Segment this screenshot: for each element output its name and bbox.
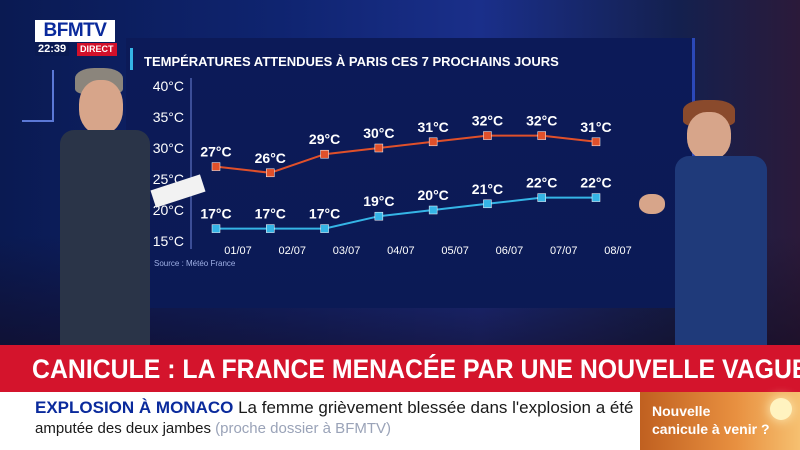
presenter-left-head	[79, 80, 123, 134]
ticker-line-1: EXPLOSION À MONACO La femme grièvement b…	[35, 398, 634, 418]
presenter-left	[55, 68, 165, 348]
min-temp-label: 22°C	[526, 175, 557, 191]
max-temp-point	[428, 137, 438, 147]
min-temp-label: 20°C	[418, 187, 449, 203]
x-tick-label: 01/07	[224, 245, 252, 257]
x-tick-label: 07/07	[550, 245, 578, 257]
max-temp-label: 31°C	[580, 119, 611, 135]
broadcast-time: 22:39	[35, 43, 70, 56]
x-tick-label: 03/07	[333, 245, 361, 257]
y-tick-label: 15°C	[153, 233, 184, 249]
max-temp-point	[591, 137, 601, 147]
channel-name: BFMTV	[35, 20, 115, 42]
weather-screen: TEMPÉRATURES ATTENDUES À PARIS CES 7 PRO…	[126, 38, 695, 308]
ticker-text-2: amputée des deux jambes	[35, 420, 211, 437]
studio-frame-decoration	[22, 70, 54, 122]
temperature-chart: TEMPÉRATURES ATTENDUES À PARIS CES 7 PRO…	[130, 48, 632, 268]
sun-icon	[770, 398, 792, 420]
max-temp-label: 32°C	[526, 113, 557, 129]
min-temp-point	[537, 193, 546, 202]
min-temp-label: 17°C	[200, 206, 231, 222]
ticker-note: (proche dossier à BFMTV)	[215, 420, 392, 437]
headline-banner: CANICULE : LA FRANCE MENACÉE PAR UNE NOU…	[0, 345, 800, 392]
min-temp-label: 17°C	[255, 206, 286, 222]
max-temp-point	[320, 149, 329, 159]
x-tick-label: 08/07	[604, 245, 632, 257]
max-temp-line	[215, 134, 597, 174]
x-tick-label: 04/07	[387, 245, 415, 257]
min-temp-point	[374, 211, 384, 221]
max-temp-label: 26°C	[255, 150, 286, 166]
max-temp-point	[266, 168, 275, 178]
promo-box[interactable]: Nouvelle canicule à venir ?	[640, 392, 800, 450]
x-tick-label: 06/07	[496, 245, 524, 257]
max-temp-label: 32°C	[472, 113, 503, 129]
title-accent	[130, 48, 133, 70]
presenter-right-hand	[639, 194, 665, 214]
presenter-right-suit	[675, 156, 767, 348]
promo-line-2: canicule à venir ?	[652, 421, 770, 437]
y-tick-label: 40°C	[153, 78, 184, 94]
min-temp-point	[266, 224, 275, 233]
min-temp-point	[211, 224, 221, 233]
max-temp-label: 29°C	[309, 131, 340, 147]
min-temp-point	[320, 224, 329, 233]
ticker-text-1: La femme grièvement blessée dans l'explo…	[238, 398, 634, 417]
live-badge: DIRECT	[77, 43, 117, 56]
presenter-right	[639, 100, 775, 348]
y-tick-label: 35°C	[153, 109, 184, 125]
max-temp-label: 27°C	[200, 144, 231, 160]
max-temp-point	[211, 162, 221, 171]
promo-text: Nouvelle canicule à venir ?	[652, 402, 770, 438]
channel-logo: BFMTV 22:39 DIRECT	[35, 20, 117, 56]
presenter-right-head	[687, 112, 731, 160]
chart-title: TEMPÉRATURES ATTENDUES À PARIS CES 7 PRO…	[144, 54, 559, 69]
min-temp-label: 22°C	[580, 175, 611, 191]
min-temp-label: 17°C	[309, 206, 340, 222]
presenter-left-suit	[60, 130, 150, 348]
min-temp-line	[216, 196, 596, 230]
max-temp-point	[374, 143, 384, 153]
min-temp-label: 21°C	[472, 181, 503, 197]
headline-text: CANICULE : LA FRANCE MENACÉE PAR UNE NOU…	[32, 354, 800, 384]
x-tick-label: 02/07	[279, 245, 307, 257]
min-temp-point	[428, 205, 438, 215]
min-temp-label: 19°C	[363, 193, 394, 209]
max-temp-label: 30°C	[363, 125, 394, 141]
y-tick-label: 30°C	[153, 140, 184, 156]
max-temp-point	[537, 131, 546, 140]
min-temp-point	[483, 199, 492, 209]
min-temp-point	[591, 193, 601, 202]
ticker-line-2: amputée des deux jambes (proche dossier …	[35, 420, 391, 437]
max-temp-point	[483, 131, 492, 140]
promo-line-1: Nouvelle	[652, 403, 711, 419]
x-tick-label: 05/07	[441, 245, 469, 257]
ticker-label: EXPLOSION À MONACO	[35, 398, 234, 417]
max-temp-label: 31°C	[418, 119, 449, 135]
chart-source: Source : Météo France	[154, 259, 236, 268]
